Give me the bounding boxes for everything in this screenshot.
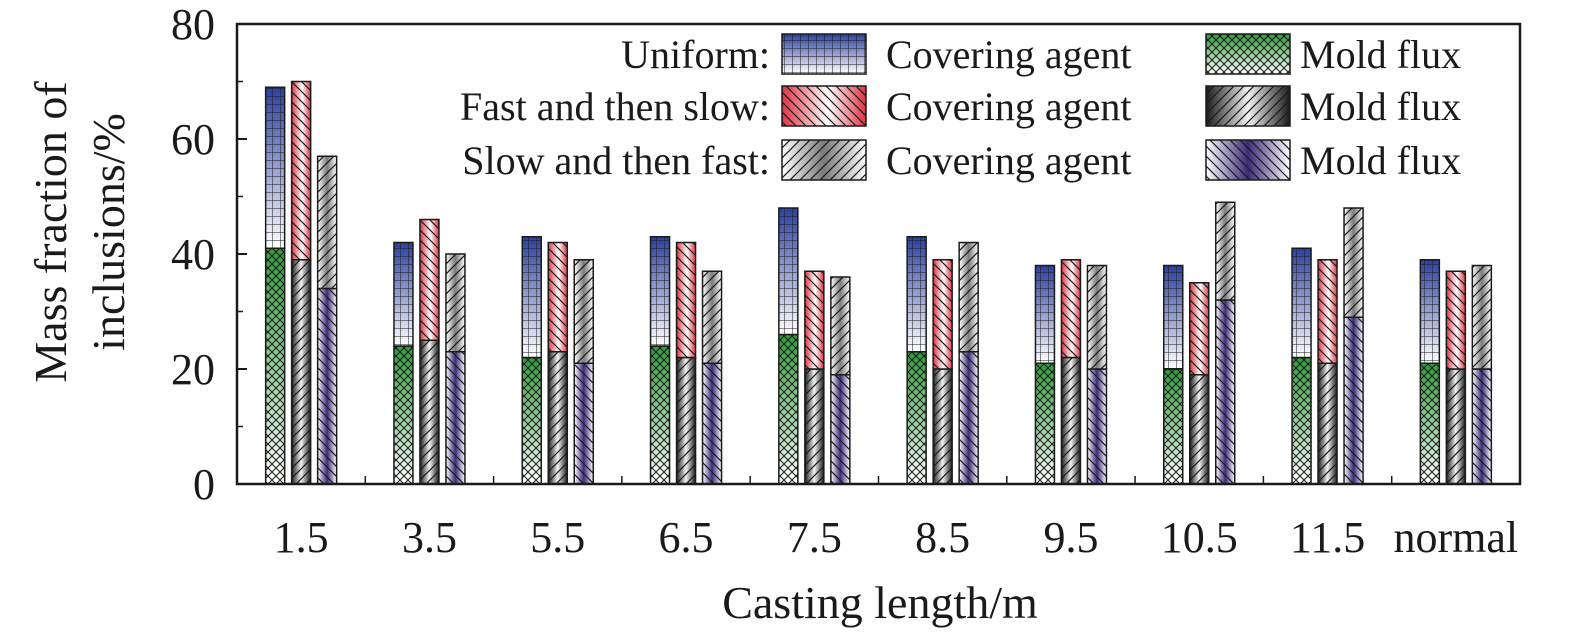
bar-mold-flux-0-8 [1291, 356, 1312, 485]
x-tick-label: 10.5 [1161, 513, 1238, 562]
bar-mold-flux-0-3 [649, 345, 671, 485]
x-tick-label: 5.5 [530, 513, 585, 562]
bar-mold-flux-0-9 [1419, 362, 1441, 485]
bar-mold-flux-2-8 [1343, 316, 1364, 485]
bar-covering-agent-2-6 [1086, 264, 1108, 370]
bar-covering-agent-2-2 [573, 259, 594, 364]
legend-swatch-mold-flux [1205, 139, 1291, 181]
x-tick-label: 1.5 [274, 513, 329, 562]
bar-covering-agent-2-1 [445, 253, 466, 353]
bar-covering-agent-0-9 [1419, 259, 1441, 364]
y-tick-label: 60 [171, 115, 215, 164]
x-axis-title: Casting length/m [722, 577, 1038, 628]
y-tick-label: 40 [171, 230, 215, 279]
bar-covering-agent-2-8 [1343, 207, 1364, 318]
bar-mold-flux-1-1 [419, 339, 440, 485]
bar-covering-agent-1-1 [419, 218, 440, 341]
bar-covering-agent-0-0 [264, 86, 286, 249]
bar-mold-flux-2-0 [316, 287, 338, 485]
bar-mold-flux-1-9 [1445, 368, 1467, 485]
bar-covering-agent-1-8 [1317, 259, 1338, 364]
x-tick-label: 7.5 [787, 513, 842, 562]
x-tick-label: normal [1394, 513, 1519, 562]
bar-mold-flux-2-2 [573, 362, 594, 485]
bar-mold-flux-2-4 [830, 374, 851, 485]
bar-mold-flux-0-4 [778, 333, 799, 485]
bar-mold-flux-0-5 [906, 351, 927, 485]
bar-covering-agent-0-8 [1291, 247, 1312, 359]
legend-label-covering-agent: Covering agent [886, 32, 1132, 77]
bar-covering-agent-1-9 [1445, 270, 1467, 370]
bar-mold-flux-2-1 [445, 351, 466, 485]
bar-covering-agent-2-7 [1215, 201, 1236, 301]
x-tick-label: 6.5 [659, 513, 714, 562]
x-tick-label: 11.5 [1290, 513, 1365, 562]
bar-mold-flux-1-4 [804, 368, 825, 485]
legend-label-covering-agent: Covering agent [886, 138, 1132, 183]
bar-covering-agent-1-3 [675, 241, 697, 359]
y-tick-label: 80 [171, 0, 215, 49]
bar-mold-flux-1-0 [290, 259, 312, 485]
bar-covering-agent-0-5 [906, 236, 927, 353]
legend-label-mold-flux: Mold flux [1300, 138, 1461, 183]
legend-swatch-covering-agent [781, 33, 867, 75]
bar-mold-flux-0-7 [1163, 368, 1184, 485]
bar-covering-agent-0-2 [521, 236, 542, 359]
axes-layer: 0 20 40 60 80 [171, 0, 1522, 509]
legend-swatch-covering-agent [781, 85, 867, 127]
bar-mold-flux-0-0 [264, 247, 286, 485]
bar-covering-agent-1-6 [1060, 259, 1082, 359]
legend-swatch-mold-flux [1205, 33, 1291, 75]
legend-swatch-mold-flux [1205, 85, 1291, 127]
bar-covering-agent-2-3 [701, 270, 723, 364]
bar-covering-agent-2-9 [1471, 264, 1493, 370]
bar-covering-agent-1-4 [804, 270, 825, 370]
legend-label-covering-agent: Covering agent [886, 84, 1132, 129]
bar-covering-agent-0-7 [1163, 264, 1184, 370]
y-tick-label: 20 [171, 345, 215, 394]
bar-mold-flux-1-2 [547, 351, 568, 485]
bar-mold-flux-1-5 [932, 368, 953, 485]
bar-mold-flux-2-9 [1471, 368, 1493, 485]
legend-label-mold-flux: Mold flux [1300, 32, 1461, 77]
x-tick-label: 3.5 [402, 513, 457, 562]
bar-mold-flux-1-8 [1317, 362, 1338, 485]
bar-covering-agent-2-5 [958, 241, 979, 353]
y-axis-title-line2: inclusions/% [83, 113, 134, 351]
legend-group-name: Fast and then slow: [460, 84, 770, 129]
bar-mold-flux-1-3 [675, 356, 697, 485]
legend: Uniform: Covering agent Mold flux Fast and … [460, 32, 1461, 183]
x-tick-label: 8.5 [915, 513, 970, 562]
bar-covering-agent-0-4 [778, 207, 799, 336]
legend-label-mold-flux: Mold flux [1300, 84, 1461, 129]
bar-mold-flux-2-3 [701, 362, 723, 485]
legend-swatch-covering-agent [781, 139, 867, 181]
bar-mold-flux-2-5 [958, 351, 979, 485]
bar-mold-flux-2-7 [1215, 299, 1236, 485]
bar-mold-flux-0-2 [521, 356, 542, 485]
y-axis-title-line1: Mass fraction of [25, 81, 76, 383]
bar-mold-flux-0-6 [1034, 362, 1056, 485]
bar-covering-agent-0-1 [393, 241, 414, 347]
bar-covering-agent-1-7 [1189, 282, 1210, 376]
y-tick-label: 0 [193, 460, 215, 509]
bar-mold-flux-2-6 [1086, 368, 1108, 485]
bar-mold-flux-1-6 [1060, 356, 1082, 485]
bar-covering-agent-2-4 [830, 276, 851, 376]
bar-covering-agent-2-0 [316, 155, 338, 290]
legend-group-name: Slow and then fast: [462, 138, 770, 183]
bar-mold-flux-1-7 [1189, 374, 1210, 485]
bar-mold-flux-0-1 [393, 345, 414, 485]
bar-covering-agent-1-5 [932, 259, 953, 370]
x-tick-label: 9.5 [1043, 513, 1098, 562]
bar-covering-agent-0-3 [649, 236, 671, 347]
legend-group-name: Uniform: [621, 32, 770, 77]
bar-covering-agent-0-6 [1034, 264, 1056, 364]
bar-covering-agent-1-0 [290, 80, 312, 261]
bar-covering-agent-1-2 [547, 241, 568, 353]
